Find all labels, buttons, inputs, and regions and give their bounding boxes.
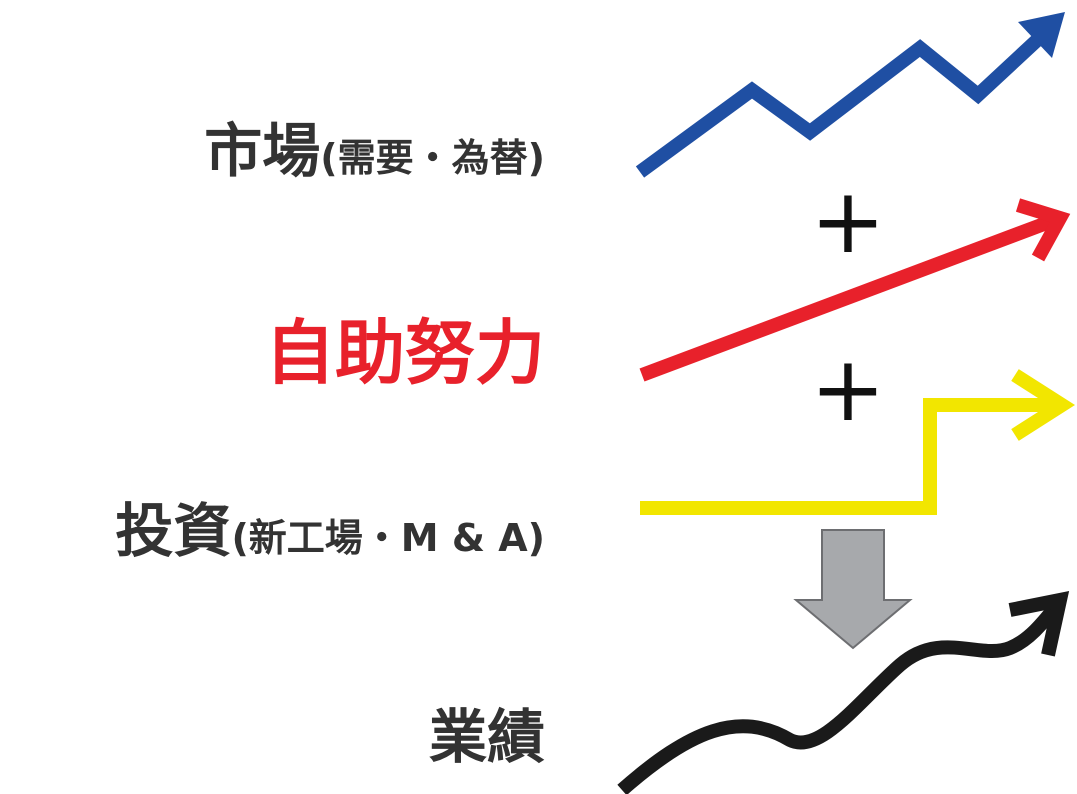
result-arrow — [617, 591, 1070, 794]
market-arrow-line — [635, 24, 1053, 178]
investment-label-sub: (新工場・M & A) — [231, 516, 545, 560]
effort-label-main: 自助努力 — [265, 312, 545, 394]
plus-sign-1: + — [810, 169, 885, 274]
market-label-sub: (需要・為替) — [320, 136, 545, 180]
down-arrow — [793, 529, 913, 650]
market-label-main: 市場 — [204, 117, 321, 185]
investment-label-main: 投資 — [115, 497, 232, 565]
result-arrow-head — [1008, 591, 1070, 657]
market-arrow-head — [1018, 12, 1065, 58]
effort-arrow — [639, 198, 1071, 382]
market-label: 市場(需要・為替) — [204, 122, 545, 180]
result-arrow-line — [617, 599, 1064, 794]
effort-arrow-head — [1015, 198, 1071, 262]
result-label-main: 業績 — [428, 703, 545, 771]
plus-sign-2: + — [810, 337, 885, 442]
effort-label: 自助努力 — [265, 318, 545, 388]
effort-arrow-line — [639, 211, 1063, 382]
investment-label: 投資(新工場・M & A) — [115, 502, 545, 560]
investment-arrow — [640, 369, 1076, 515]
market-arrow — [635, 12, 1065, 178]
investment-arrow-line — [640, 398, 1062, 515]
investment-arrow-head — [1011, 369, 1076, 441]
result-label: 業績 — [429, 708, 545, 766]
